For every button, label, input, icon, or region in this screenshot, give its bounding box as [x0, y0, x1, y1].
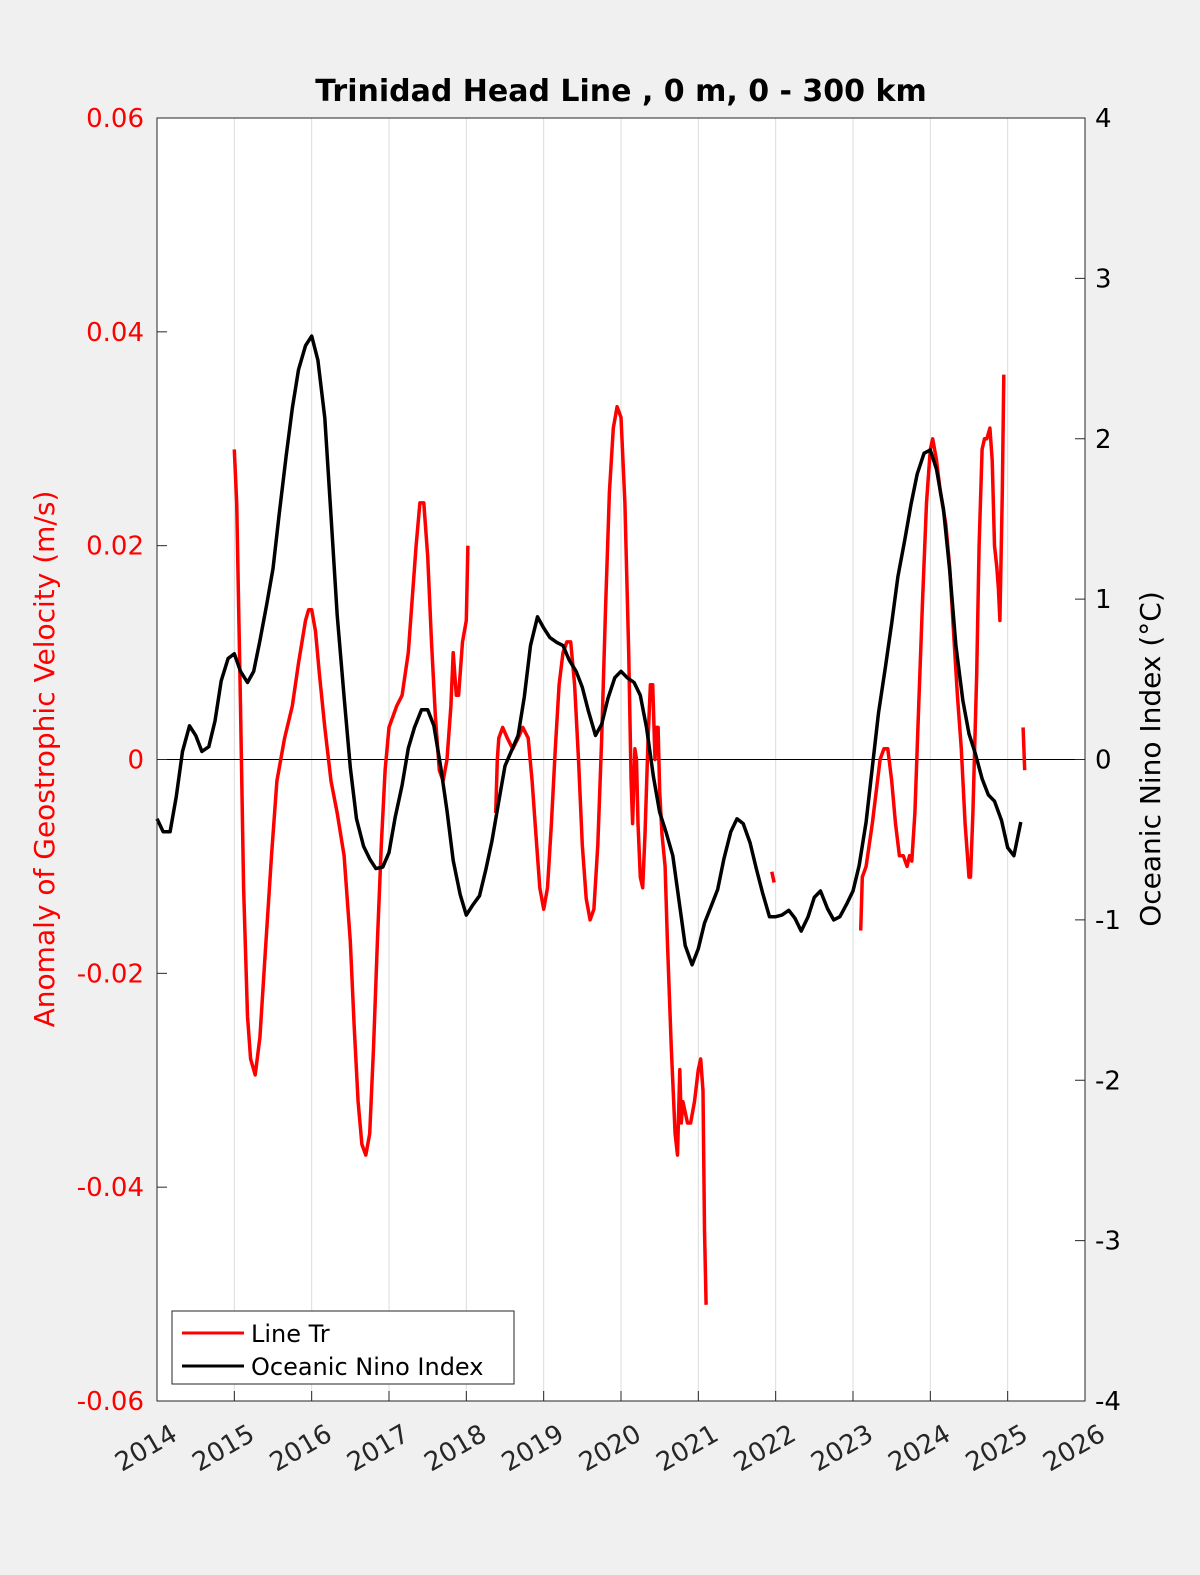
series-lines — [155, 334, 1027, 1305]
right-y-tick-label: 4 — [1095, 104, 1112, 134]
oni-series — [155, 334, 1023, 967]
left-axis-label: Anomaly of Geostrophic Velocity (m/s) — [28, 491, 61, 1028]
right-y-tick-label: 1 — [1095, 585, 1112, 615]
right-y-tick-label: -2 — [1095, 1066, 1121, 1096]
left-y-tick-label: 0 — [127, 746, 144, 776]
right-y-tick-label: -3 — [1095, 1227, 1121, 1257]
line-tr-series — [1021, 727, 1027, 771]
left-y-tick-label: -0.04 — [77, 1173, 144, 1203]
left-y-tick-label: 0.02 — [86, 532, 144, 562]
right-y-tick-label: 2 — [1095, 425, 1112, 455]
legend-label-line-tr: Line Tr — [251, 1320, 330, 1348]
right-y-tick-label: -1 — [1095, 906, 1121, 936]
line-tr-series — [493, 404, 708, 1305]
left-y-tick-label: -0.02 — [77, 959, 144, 989]
right-y-tick-label: 0 — [1095, 746, 1112, 776]
right-axis-label: Oceanic Nino Index (°C) — [1134, 591, 1167, 927]
legend-box — [171, 1310, 515, 1385]
line-tr-series — [770, 871, 776, 883]
left-y-tick-label: 0.06 — [86, 104, 144, 134]
left-y-tick-label: -0.06 — [77, 1387, 144, 1417]
left-y-tick-label: 0.04 — [86, 318, 144, 348]
legend-label-oni: Oceanic Nino Index — [251, 1353, 483, 1381]
right-y-tick-label: -4 — [1095, 1387, 1121, 1417]
right-y-tick-label: 3 — [1095, 264, 1112, 294]
chart-title: Trinidad Head Line , 0 m, 0 - 300 km — [315, 74, 926, 109]
legend: Line Tr Oceanic Nino Index — [171, 1310, 515, 1385]
